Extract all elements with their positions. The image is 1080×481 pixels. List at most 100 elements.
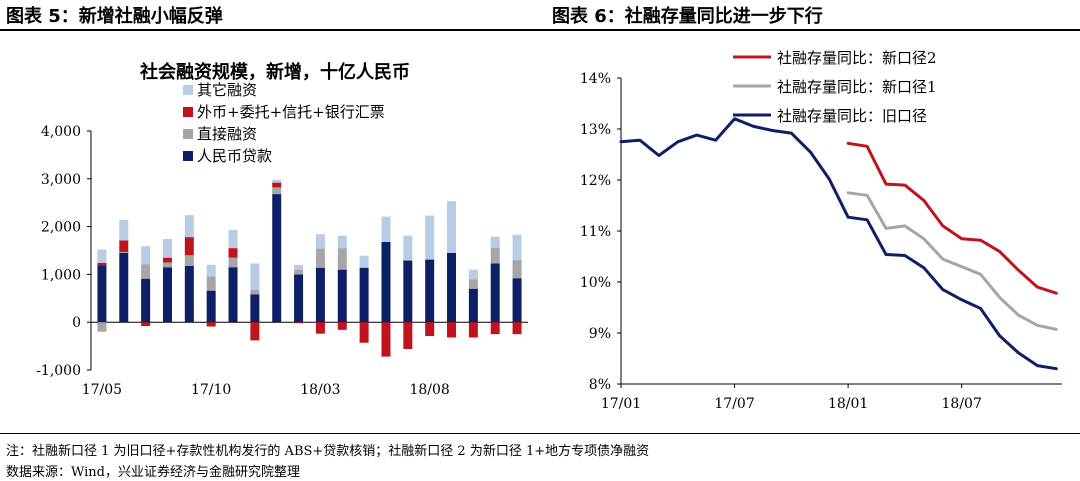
bar-segment [337, 235, 347, 249]
bar-segment [162, 267, 172, 323]
bar-segment [184, 255, 194, 266]
bar-segment [162, 239, 172, 258]
bar-segment [381, 241, 391, 323]
bar-segment [162, 262, 172, 268]
bar-segment [425, 322, 435, 337]
bar-segment [119, 219, 129, 241]
bar-segment [272, 194, 282, 323]
bar-chart-title: 社会融资规模，新增，十亿人民币 [140, 61, 410, 83]
line-y-tick-label: 14% [580, 71, 611, 87]
bar-legend-label: 直接融资 [197, 125, 257, 143]
bar-segment [512, 278, 522, 323]
bar-segment [184, 215, 194, 238]
bar-segment [359, 267, 369, 323]
bar-segment [97, 262, 107, 266]
top-rule [0, 29, 1080, 31]
bar-segment [250, 263, 260, 290]
bar-segment [468, 322, 478, 338]
bar-segment [141, 264, 151, 279]
line-x-tick-label: 18/01 [828, 396, 868, 412]
bar-segment [206, 276, 216, 291]
bar-segment [228, 257, 238, 268]
bar-x-tick-label: 18/03 [300, 382, 340, 398]
bar-y-tick-label: -1,000 [36, 363, 81, 379]
bar-segment [512, 260, 522, 279]
bar-segment [468, 288, 478, 323]
bar-segment [403, 260, 413, 323]
bar-segment [359, 255, 369, 268]
bar-segment [97, 265, 107, 323]
line-y-tick-label: 11% [580, 224, 611, 240]
bar-segment [250, 294, 260, 323]
bar-segment [141, 278, 151, 323]
line-legend-label: 社融存量同比：新口径2 [777, 49, 937, 67]
bar-segment [447, 322, 457, 338]
line-x-tick-label: 17/01 [601, 396, 641, 412]
bottom-rule [0, 433, 1080, 434]
bar-segment [512, 234, 522, 261]
bar-segment [272, 179, 282, 183]
bar-segment [206, 322, 216, 327]
bar-segment [381, 216, 391, 242]
bar-segment [294, 269, 304, 275]
line-series [619, 117, 1058, 371]
line-y-tick-label: 12% [580, 173, 611, 189]
bar-segment [119, 252, 129, 323]
line-series [846, 191, 1058, 331]
bar-segment [272, 187, 282, 195]
bar-segment [206, 264, 216, 277]
line-x-tick-label: 17/07 [714, 396, 754, 412]
bar-segment [250, 289, 260, 295]
line-chart: 8% 9% 10% 11% 12% 13% 14% 17/01 17/07 18/01 18/07 社… [580, 49, 1062, 412]
bar-segment [490, 236, 500, 248]
bar-segment [490, 247, 500, 264]
line-x-tick-label: 18/07 [942, 396, 982, 412]
bar-legend-swatch [183, 151, 193, 161]
bar-segment [315, 234, 325, 249]
bar-segment [206, 290, 216, 323]
bar-segment [141, 246, 151, 265]
bar-segment [403, 322, 413, 349]
bar-y-tick-label: 4,000 [41, 124, 81, 140]
bar-segment [228, 267, 238, 323]
bar-segment [184, 237, 194, 256]
bar-segment [315, 267, 325, 323]
bar-segment [162, 257, 172, 263]
bar-segment [490, 263, 500, 323]
line-y-tick-label: 13% [580, 122, 611, 138]
bar-y-tick-label: 1,000 [41, 267, 81, 283]
line-y-tick-label: 8% [589, 377, 611, 393]
bar-y-tick-label: 3,000 [41, 172, 81, 188]
bar-segment [119, 240, 129, 252]
bar-segment [512, 322, 522, 335]
bar-segment [315, 322, 325, 334]
bar-x-tick-label: 18/08 [409, 382, 449, 398]
bar-segment [447, 252, 457, 323]
data-source: 数据来源：Wind，兴业证券经济与金融研究院整理 [6, 465, 300, 480]
right-panel-title: 图表 6：社融存量同比进一步下行 [552, 6, 823, 27]
bar-segment [228, 229, 238, 249]
bar-segment [359, 322, 369, 343]
bar-legend-swatch [183, 107, 193, 117]
bar-segment [141, 322, 151, 327]
bar-segment [315, 248, 325, 268]
stacked-bar-chart: 社会融资规模，新增，十亿人民币 -1,000 0 1,000 2,000 3,000 4,0… [36, 61, 528, 398]
line-y-tick-label: 9% [589, 326, 611, 342]
line-legend-label: 社融存量同比：新口径1 [777, 78, 937, 96]
bar-y-tick-label: 2,000 [41, 220, 81, 236]
bar-segment [294, 264, 304, 270]
bar-segment [447, 201, 457, 253]
bar-segment [425, 259, 435, 323]
bar-x-tick-label: 17/10 [191, 382, 231, 398]
bar-segment [468, 269, 478, 280]
bar-segment [250, 322, 260, 341]
bar-segment [425, 215, 435, 260]
bar-segment [97, 249, 107, 263]
bar-segment [381, 322, 391, 357]
bar-legend-label: 其它融资 [197, 81, 257, 99]
bar-segment [184, 265, 194, 323]
line-legend-label: 社融存量同比：旧口径 [777, 107, 927, 125]
bar-segment [294, 322, 304, 324]
bar-segment [337, 248, 347, 270]
bar-legend-label: 外币+委托+信托+银行汇票 [197, 103, 385, 121]
